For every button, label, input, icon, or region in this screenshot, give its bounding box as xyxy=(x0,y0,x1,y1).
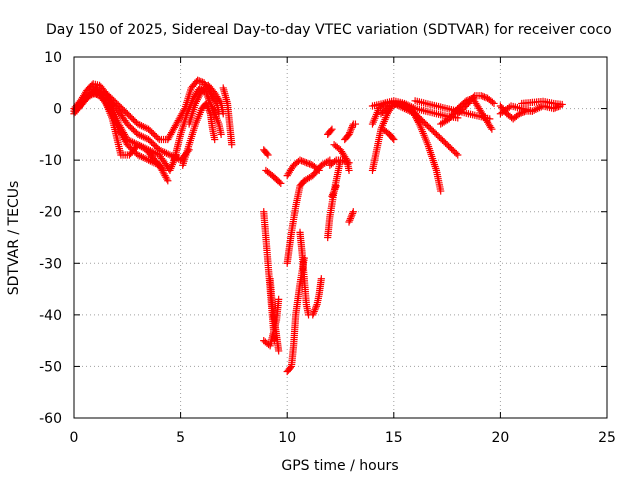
series-arc-17 xyxy=(283,156,334,267)
data-point xyxy=(264,151,272,159)
y-tick-label: -20 xyxy=(39,205,62,221)
x-tick-label: 5 xyxy=(176,430,185,446)
data-point xyxy=(345,159,353,167)
data-point xyxy=(286,364,294,372)
data-point xyxy=(317,275,325,283)
y-tick-label: 10 xyxy=(44,50,62,66)
axis-ticks: 0 5 10 15 20 25 -60 -50 -40 -30 -20 -10 0 10 xyxy=(39,50,616,446)
y-tick-label: -10 xyxy=(39,153,62,169)
y-axis-label: SDTVAR / TECUs xyxy=(6,181,22,296)
series-arc-26 xyxy=(328,182,340,200)
data-point xyxy=(345,166,353,175)
plot-frame xyxy=(73,56,608,419)
series-arc-19 xyxy=(296,228,313,319)
series-arc-18 xyxy=(283,156,323,180)
data-point xyxy=(275,295,283,303)
data-point xyxy=(454,151,462,159)
data-point xyxy=(351,120,360,128)
data-point xyxy=(263,150,271,158)
data-series xyxy=(70,76,566,376)
series-arc-37 xyxy=(496,102,564,118)
x-tick-label: 15 xyxy=(385,430,403,446)
series-arc-25 xyxy=(324,125,336,138)
data-point xyxy=(332,182,340,190)
data-point xyxy=(159,166,168,175)
x-tick-label: 25 xyxy=(598,430,616,446)
series-arc-10 xyxy=(219,84,236,149)
series-arc-5 xyxy=(81,86,170,144)
data-point xyxy=(349,208,357,216)
series-arc-9 xyxy=(185,81,227,128)
data-point xyxy=(275,347,283,355)
y-tick-label: -40 xyxy=(39,308,62,324)
x-tick-label: 20 xyxy=(491,430,509,446)
series-arc-11 xyxy=(260,146,272,159)
series-arc-35 xyxy=(437,94,496,133)
data-point xyxy=(164,177,172,185)
data-point xyxy=(389,134,397,142)
data-point xyxy=(211,135,219,144)
series-arc-15 xyxy=(260,295,283,350)
series-arc-24 xyxy=(341,120,360,144)
data-point xyxy=(228,141,236,149)
series-arc-23 xyxy=(326,156,353,169)
series-arc-21 xyxy=(324,156,345,242)
series-arc-20 xyxy=(309,275,325,319)
y-tick-label: -60 xyxy=(39,411,62,427)
series-arc-8 xyxy=(179,99,219,169)
data-point xyxy=(490,99,498,108)
x-tick-label: 0 xyxy=(70,430,79,446)
data-point xyxy=(488,125,496,133)
y-tick-label: -30 xyxy=(39,256,62,272)
series-arc-12 xyxy=(262,166,285,187)
series-arc-31 xyxy=(379,125,398,144)
data-point xyxy=(390,135,398,144)
x-tick-label: 10 xyxy=(278,430,296,446)
y-tick-label: -50 xyxy=(39,359,62,375)
data-point xyxy=(437,187,445,195)
x-axis-label: GPS time / hours xyxy=(281,458,398,474)
series-arc-27 xyxy=(345,208,357,226)
data-point xyxy=(415,120,423,128)
series-arc-38 xyxy=(518,97,566,109)
data-point xyxy=(217,130,225,138)
data-point xyxy=(327,126,335,135)
data-point xyxy=(328,125,336,133)
data-point xyxy=(315,166,323,175)
chart-title: Day 150 of 2025, Sidereal Day-to-day VTE… xyxy=(46,22,612,38)
y-tick-label: 0 xyxy=(53,102,62,118)
series-arc-32 xyxy=(368,97,462,122)
data-point xyxy=(277,179,285,187)
data-point xyxy=(558,100,566,109)
